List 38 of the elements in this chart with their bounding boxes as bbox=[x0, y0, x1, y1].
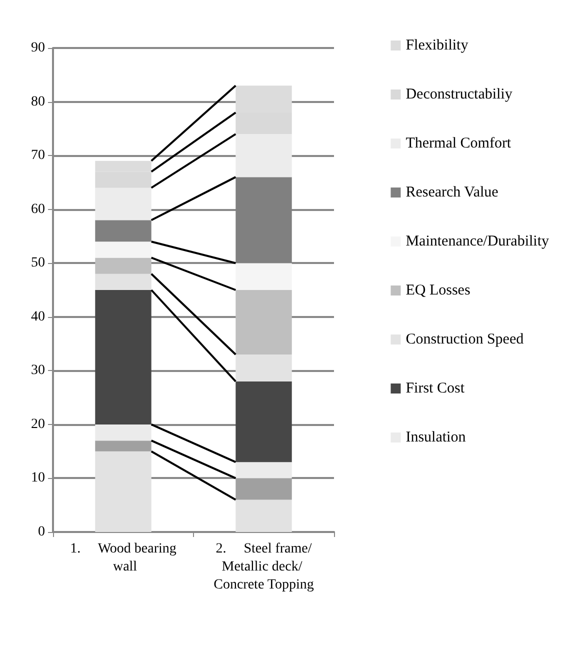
bar bbox=[236, 381, 292, 462]
bar bbox=[95, 274, 152, 290]
legend-label: Deconstructabiliy bbox=[406, 86, 513, 102]
legend-label: Flexibility bbox=[406, 38, 469, 54]
bar bbox=[236, 500, 292, 532]
bar bbox=[236, 462, 292, 478]
legend-label: EQ Losses bbox=[406, 282, 470, 298]
legend-label: Construction Speed bbox=[406, 332, 524, 348]
y-tick-label: 60 bbox=[31, 202, 45, 217]
legend-label: Maintenance/Durability bbox=[406, 234, 550, 250]
y-tick-label: 90 bbox=[31, 40, 45, 56]
bar bbox=[95, 451, 152, 532]
y-tick-label: 40 bbox=[31, 309, 45, 324]
bar bbox=[236, 478, 292, 500]
y-tick-label: 70 bbox=[31, 148, 45, 164]
x-tick-label: 1. Wood bearing wall bbox=[70, 542, 176, 574]
bar bbox=[236, 263, 292, 290]
bar bbox=[236, 134, 292, 178]
y-tick-label: 20 bbox=[31, 416, 45, 432]
legend-label: Research Value bbox=[406, 184, 499, 200]
bar bbox=[236, 290, 292, 355]
bar bbox=[95, 242, 152, 258]
x-tick-label: 2. Steel frame/Metallic deck/ Concrete Topping bbox=[214, 542, 314, 592]
legend-label: First Cost bbox=[406, 380, 466, 396]
y-tick-label: 50 bbox=[31, 256, 45, 271]
bar bbox=[236, 354, 292, 382]
bar bbox=[95, 440, 152, 452]
y-tick-label: 80 bbox=[31, 94, 45, 110]
y-tick-label: 30 bbox=[31, 363, 45, 378]
bar bbox=[95, 258, 152, 274]
bar bbox=[95, 290, 152, 424]
bar bbox=[95, 188, 152, 220]
bar bbox=[95, 424, 152, 441]
legend-label: Thermal Comfort bbox=[406, 136, 512, 152]
y-tick-label: 10 bbox=[31, 470, 45, 486]
legend-label: Insulation bbox=[406, 430, 466, 446]
bar bbox=[95, 220, 152, 242]
y-tick-label: 0 bbox=[38, 524, 45, 540]
